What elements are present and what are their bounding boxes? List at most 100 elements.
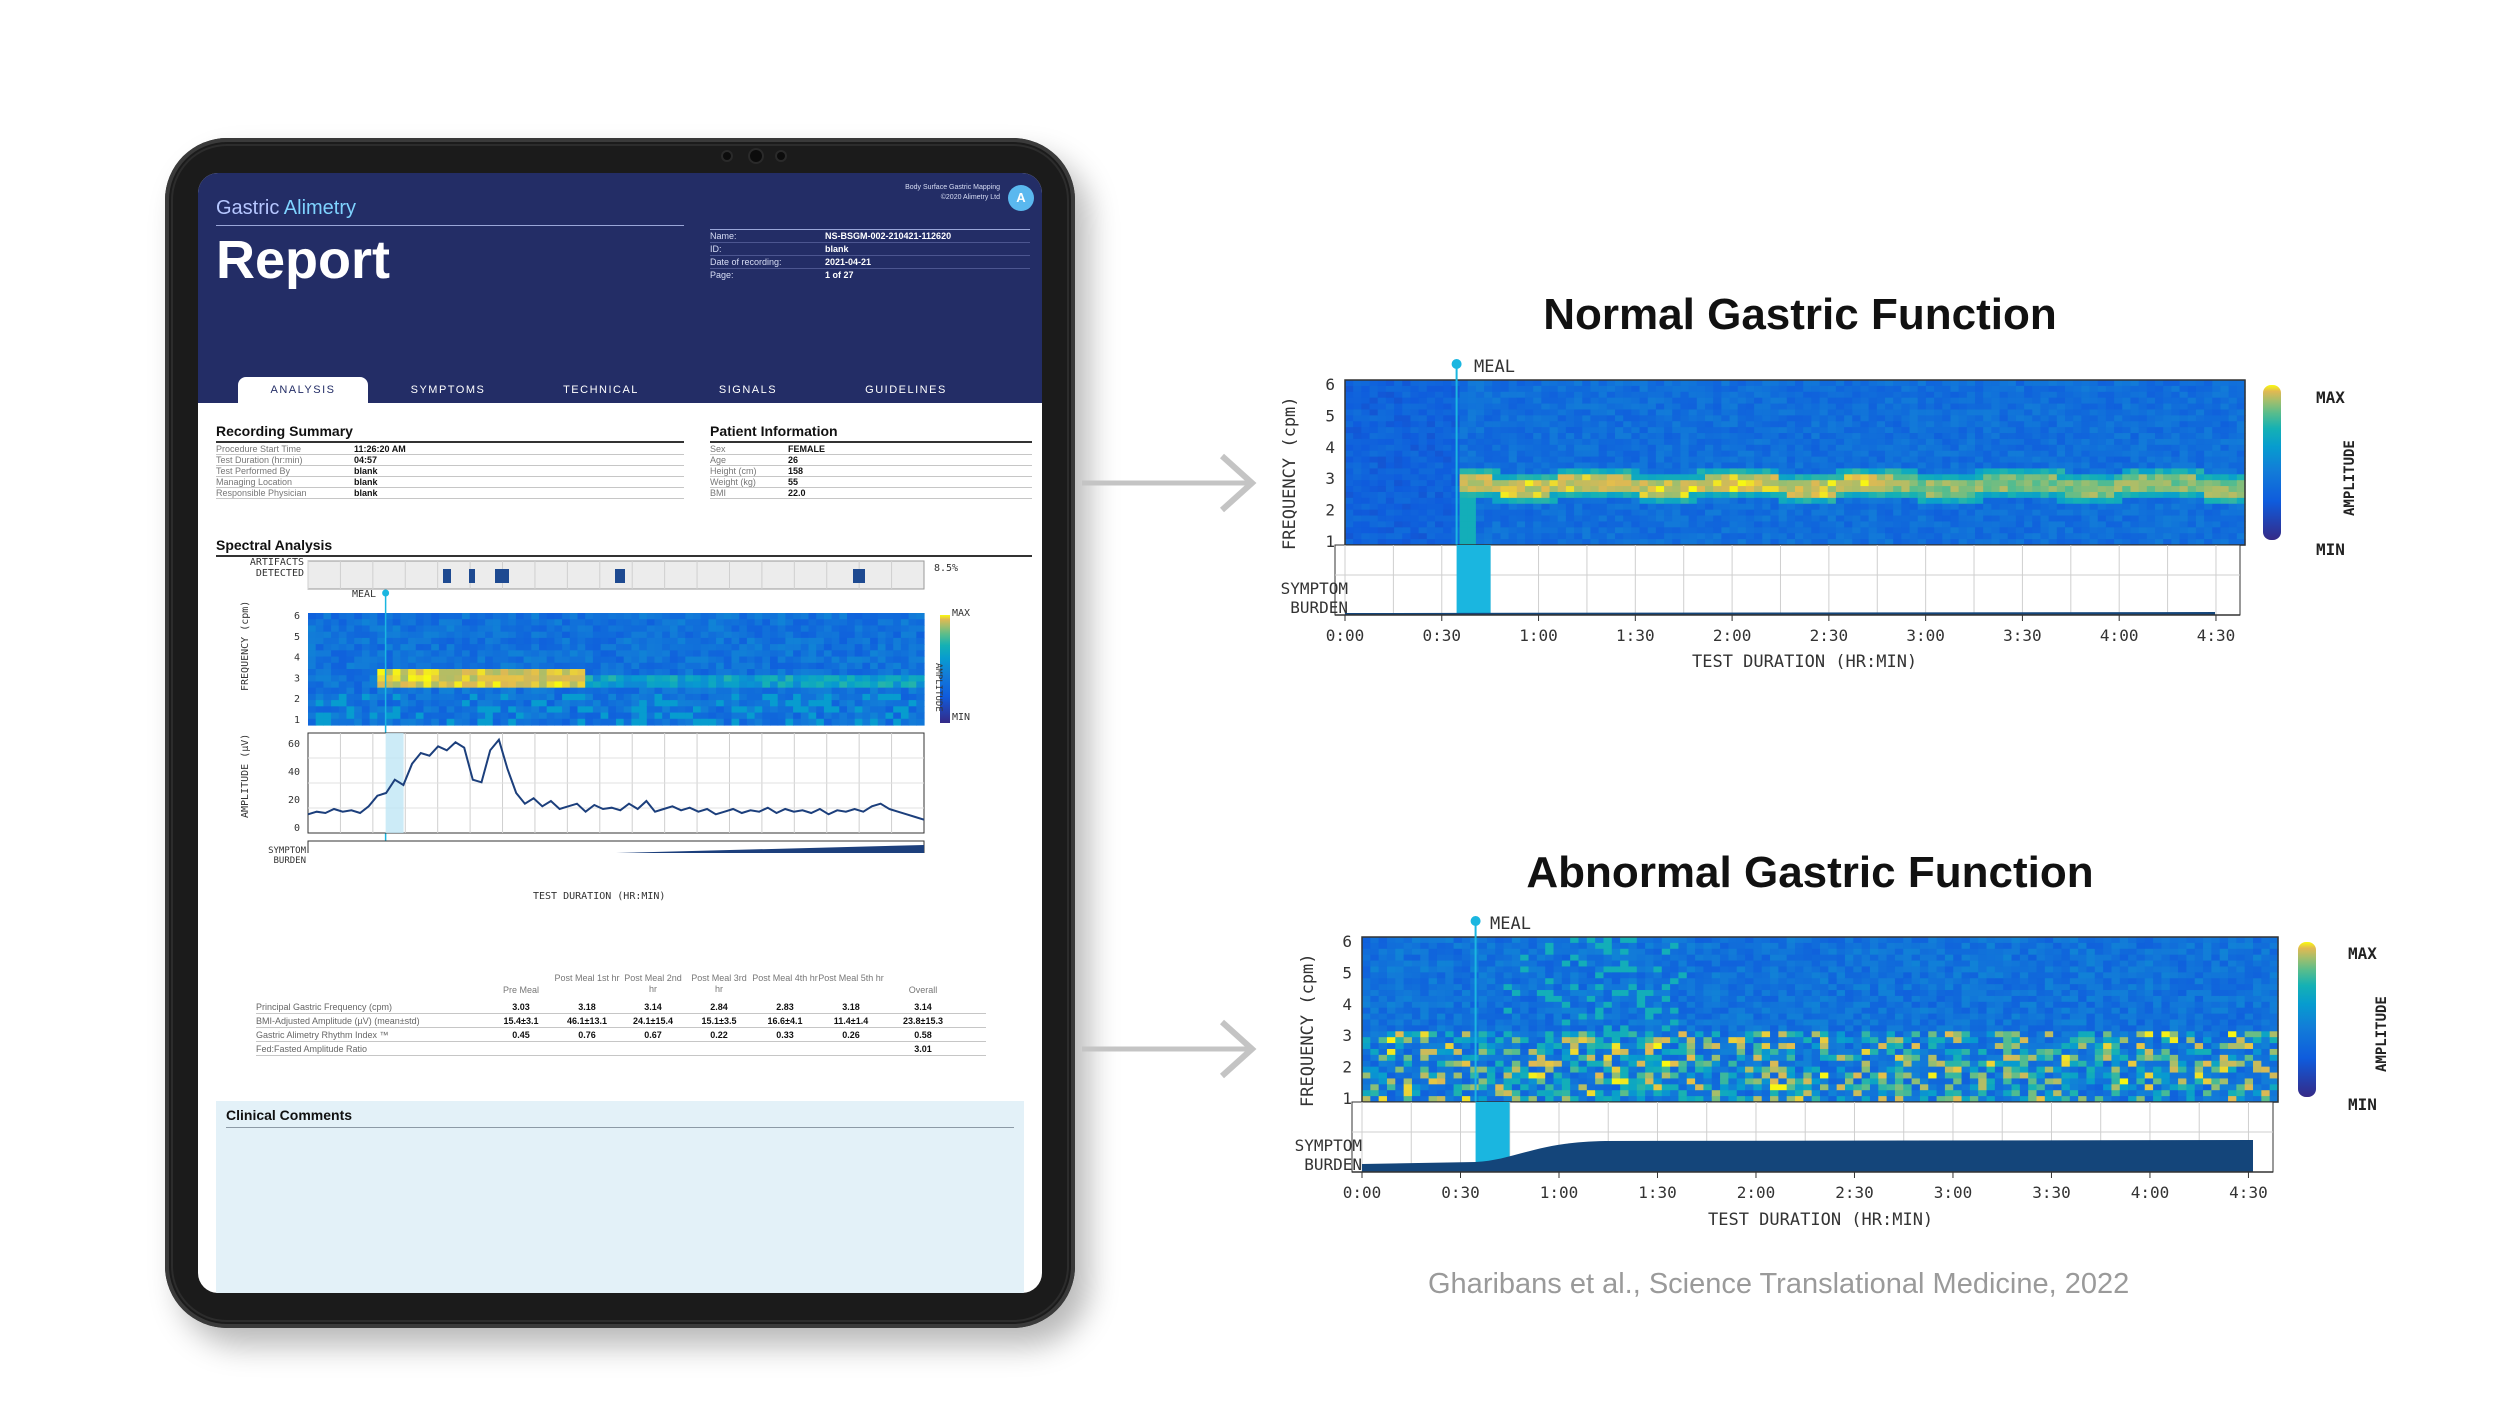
tablet-burden-area (616, 845, 924, 853)
normal-time-tick: 2:30 (1810, 626, 1849, 645)
stats-cell: 15.4±3.1 (503, 1016, 539, 1026)
recording-summary-title: Recording Summary (216, 423, 353, 439)
normal-meal-band (1456, 545, 1491, 615)
tab-analysis[interactable]: ANALYSIS (238, 377, 368, 403)
abnormal-freq-tick: 4 (1342, 995, 1352, 1014)
patient-row: BMI 22.0 (710, 488, 1032, 499)
abnormal-time-tick: 1:00 (1540, 1183, 1579, 1202)
normal-freq-tick: 4 (1325, 438, 1335, 457)
stats-row-label: BMI-Adjusted Amplitude (µV) (mean±std) (256, 1016, 420, 1026)
section-rule (216, 555, 1032, 557)
abnormal-time-tick: 4:00 (2131, 1183, 2170, 1202)
clinical-comments-box[interactable]: Clinical Comments (216, 1101, 1024, 1293)
tablet-freq-tick: 4 (294, 653, 300, 664)
recording-summary-table: Procedure Start Time 11:26:20 AM Test Dur… (216, 444, 684, 499)
normal-function-title: Normal Gastric Function (1543, 290, 2057, 339)
abnormal-freq-tick: 5 (1342, 963, 1352, 982)
normal-time-tick: 1:30 (1616, 626, 1655, 645)
normal-freq-tick: 6 (1325, 375, 1335, 394)
spectral-analysis-title: Spectral Analysis (216, 537, 333, 553)
patient-info-title: Patient Information (710, 423, 838, 439)
patient-row: Sex FEMALE (710, 444, 1032, 455)
stats-cell: 11.4±1.4 (833, 1016, 869, 1026)
stats-cell: 0.58 (914, 1030, 932, 1040)
stats-cell: 0.45 (512, 1030, 530, 1040)
artifact-marker (469, 569, 475, 583)
tablet-device: Gastric Alimetry Report Body Surface Gas… (165, 138, 1075, 1328)
abnormal-colorbar-max: MAX (2348, 944, 2377, 963)
artifacts-label: ARTIFACTS DETECTED (249, 557, 304, 579)
report-screen: Gastric Alimetry Report Body Surface Gas… (198, 173, 1042, 1293)
tablet-colorbar (940, 615, 950, 723)
normal-time-tick: 0:30 (1423, 626, 1462, 645)
abnormal-symptom-label: SYMPTOM BURDEN (1294, 1136, 1362, 1174)
info-row: Name: NS-BSGM-002-210421-112620 (710, 229, 1030, 242)
stats-header: Post Meal 3rd hr (691, 973, 747, 994)
stats-row-label: Principal Gastric Frequency (cpm) (256, 1002, 393, 1012)
normal-colorbar-max: MAX (2316, 388, 2345, 407)
stats-cell: 3.01 (914, 1044, 932, 1054)
amplitude-axis-label: AMPLITUDE (µV) (240, 733, 251, 818)
stats-cell: 0.33 (776, 1030, 794, 1040)
summary-row: Responsible Physician blank (216, 488, 684, 499)
summary-row: Test Performed By blank (216, 466, 684, 477)
patient-id-box: Name: NS-BSGM-002-210421-112620 ID: blank … (710, 229, 1030, 281)
normal-time-tick: 4:00 (2100, 626, 2139, 645)
normal-time-tick: 0:00 (1326, 626, 1365, 645)
stats-cell: 24.1±15.4 (633, 1016, 673, 1026)
stats-cell: 3.18 (842, 1002, 860, 1012)
citation: Gharibans et al., Science Translational … (1428, 1268, 2130, 1300)
colorbar-max-label: MAX (952, 608, 971, 619)
stats-header: Post Meal 1st hr (554, 973, 620, 983)
front-camera (750, 150, 762, 162)
stats-cell: 0.22 (710, 1030, 728, 1040)
normal-time-tick: 2:00 (1713, 626, 1752, 645)
stats-cell: 3.14 (914, 1002, 932, 1012)
meal-label: MEAL (352, 589, 377, 600)
stats-cell: 2.83 (776, 1002, 794, 1012)
artifact-marker (495, 569, 509, 583)
normal-freq-tick: 3 (1325, 469, 1335, 488)
patient-info-table: Sex FEMALE Age 26 Height (cm) 158 Weight (k… (710, 444, 1032, 499)
normal-colorbar-title: AMPLITUDE (2342, 440, 2358, 516)
normal-time-tick: 3:30 (2003, 626, 2042, 645)
tab-guidelines[interactable]: GUIDELINES (865, 384, 947, 396)
tablet-meal-band (385, 733, 404, 833)
abnormal-spectrogram (1362, 937, 2279, 1103)
summary-row: Test Duration (hr:min) 04:57 (216, 455, 684, 466)
stats-row: BMI-Adjusted Amplitude (µV) (mean±std) 15… (256, 1015, 986, 1028)
normal-frequency-label: FREQUENCY (cpm) (1280, 396, 1300, 550)
abnormal-colorbar-min: MIN (2348, 1095, 2377, 1114)
stats-cell: 23.8±15.3 (903, 1016, 943, 1026)
abnormal-time-tick: 0:30 (1441, 1183, 1480, 1202)
abnormal-function-title: Abnormal Gastric Function (1526, 848, 2094, 897)
artifacts-percent: 8.5% (934, 563, 959, 574)
amplitude-trace (307, 737, 925, 821)
stats-row: Fed:Fasted Amplitude Ratio 3.01 (256, 1043, 986, 1056)
stats-header: Overall (908, 985, 938, 995)
stats-header: Post Meal 4th hr (752, 973, 818, 983)
stats-header: Post Meal 2nd hr (624, 973, 682, 994)
stats-cell: 2.84 (710, 1002, 728, 1012)
normal-time-tick: 3:00 (1906, 626, 1945, 645)
stats-row-label: Gastric Alimetry Rhythm Index ™ (256, 1030, 389, 1040)
stats-row-label: Fed:Fasted Amplitude Ratio (256, 1044, 368, 1054)
patient-row: Weight (kg) 55 (710, 477, 1032, 488)
tab-signals[interactable]: SIGNALS (718, 384, 778, 396)
tablet-meal-marker (382, 589, 390, 597)
meta-line: Body Surface Gastric Mapping (905, 184, 1000, 191)
comments-rule (226, 1127, 1014, 1128)
abnormal-time-tick: 1:30 (1638, 1183, 1677, 1202)
clinical-comments-title: Clinical Comments (226, 1107, 353, 1123)
abnormal-freq-tick: 3 (1342, 1026, 1352, 1045)
report-tabs: ANALYSIS SYMPTOMS TECHNICAL SIGNALS GUID… (198, 373, 1042, 403)
abnormal-freq-tick: 1 (1342, 1089, 1352, 1108)
patient-row: Age 26 (710, 455, 1032, 466)
abnormal-time-tick: 2:30 (1835, 1183, 1874, 1202)
tab-symptoms[interactable]: SYMPTOMS (410, 384, 486, 396)
colorbar-title: AMPLITUDE (933, 663, 943, 712)
tab-technical[interactable]: TECHNICAL (563, 384, 639, 396)
abnormal-meal-label: MEAL (1490, 914, 1531, 934)
amplitude-tick: 60 (288, 739, 300, 750)
info-row: Date of recording: 2021-04-21 (710, 255, 1030, 268)
